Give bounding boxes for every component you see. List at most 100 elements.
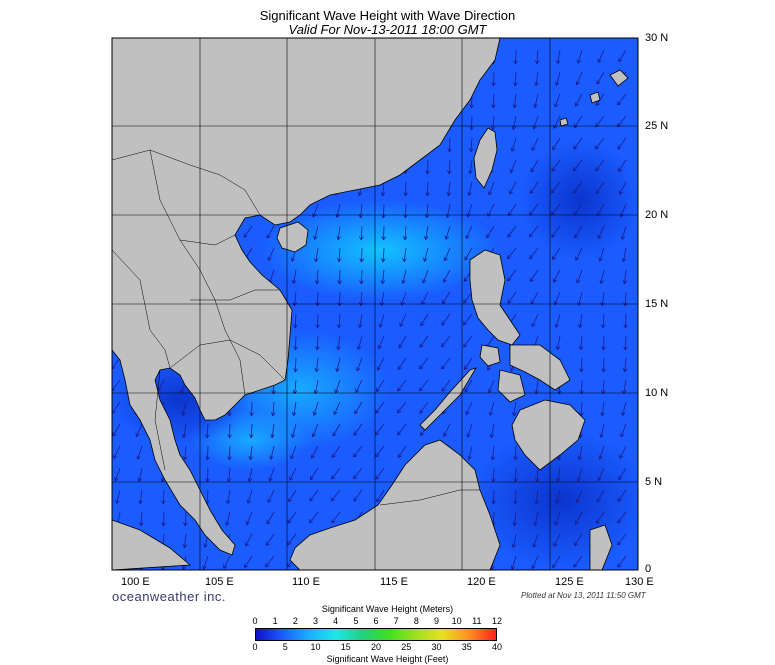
wave-arrow — [551, 159, 561, 172]
wave-arrow — [266, 511, 275, 525]
wave-arrow — [331, 445, 341, 458]
wave-arrow — [556, 467, 561, 483]
wave-arrow — [337, 269, 342, 285]
wave-arrow — [488, 181, 495, 196]
wave-arrow — [463, 291, 473, 304]
wave-arrow — [487, 203, 495, 217]
wave-arrow — [512, 511, 518, 527]
wave-arrow — [291, 401, 297, 417]
wave-arrow — [112, 423, 121, 437]
wave-arrow — [315, 313, 320, 329]
colorbar-tick-meters: 1 — [272, 616, 278, 626]
wave-arrow — [403, 181, 408, 197]
wave-arrow — [204, 423, 210, 439]
wave-arrow — [491, 467, 496, 483]
wave-arrow — [579, 379, 584, 395]
colorbar-tick-feet: 35 — [461, 642, 472, 652]
wave-arrow — [354, 401, 363, 415]
colorbar-tick-meters: 12 — [491, 616, 502, 626]
wave-arrow — [359, 269, 364, 285]
wave-arrow — [441, 313, 451, 326]
wave-arrow — [623, 313, 628, 329]
wave-arrow — [396, 401, 407, 414]
wave-arrow — [381, 247, 386, 263]
wave-arrow — [289, 467, 297, 481]
wave-arrow — [419, 335, 429, 348]
colorbar-tick-meters: 6 — [373, 616, 379, 626]
wave-arrow — [444, 225, 451, 240]
wave-arrow — [115, 489, 121, 504]
wave-arrow — [597, 467, 605, 482]
wave-arrow — [287, 511, 297, 524]
colorbar-tick-feet: 15 — [340, 642, 351, 652]
colorbar-tick-feet: 40 — [491, 642, 502, 652]
wave-arrow — [491, 71, 496, 87]
wave-arrow — [529, 247, 539, 260]
colorbar-tick-meters: 2 — [292, 616, 298, 626]
wave-arrow — [600, 379, 606, 395]
lon-label: 115 E — [380, 576, 408, 588]
wave-arrow — [533, 511, 539, 526]
wave-arrow — [509, 159, 517, 174]
wave-arrow — [553, 533, 561, 547]
wave-arrow — [573, 181, 583, 194]
wave-arrow — [227, 423, 232, 439]
wave-arrow — [357, 313, 363, 329]
graticule — [112, 38, 638, 570]
wave-arrow — [601, 335, 606, 351]
wave-arrow — [486, 225, 495, 239]
wave-arrow — [507, 225, 517, 238]
wave-arrow — [530, 159, 539, 173]
wave-arrow — [463, 335, 473, 348]
wave-arrow — [249, 401, 254, 417]
wave-arrow — [267, 489, 275, 504]
wave-arrow — [555, 71, 561, 86]
wave-arrow — [446, 181, 452, 197]
colorbar-tick-meters: 10 — [451, 616, 462, 626]
wave-arrow — [507, 291, 517, 304]
wave-arrow — [267, 247, 275, 262]
wave-arrow — [402, 225, 408, 241]
wave-arrow — [468, 137, 474, 153]
wave-arrow — [508, 181, 517, 195]
wave-arrow — [443, 247, 451, 262]
wave-arrow — [531, 555, 539, 570]
wave-arrow — [468, 159, 473, 175]
wave-arrow — [181, 401, 187, 416]
wave-arrow — [182, 445, 188, 461]
wave-arrow — [507, 247, 517, 260]
wave-arrow — [441, 291, 451, 305]
wave-arrow — [576, 269, 583, 284]
wave-arrow — [401, 269, 407, 284]
wave-arrow — [533, 93, 539, 108]
lon-label: 105 E — [205, 576, 234, 588]
wave-arrow — [595, 181, 605, 194]
wave-arrow — [621, 401, 627, 416]
wave-arrow — [353, 423, 363, 436]
wave-arrow — [528, 225, 539, 238]
wave-arrow — [335, 357, 341, 372]
wave-arrow — [531, 137, 539, 152]
wave-arrow — [353, 445, 363, 458]
wave-arrow — [311, 423, 319, 438]
wave-arrow — [288, 489, 297, 503]
wave-arrow — [534, 467, 540, 483]
wave-arrow — [312, 401, 319, 416]
wave-arrow — [598, 247, 605, 262]
colorbar-tick-feet: 0 — [252, 642, 258, 652]
lat-label: 15 N — [645, 298, 669, 310]
wave-arrow — [378, 313, 385, 328]
wave-arrow — [314, 357, 320, 373]
wave-arrow — [425, 181, 430, 197]
wave-arrow — [531, 313, 539, 328]
wave-arrow — [136, 445, 143, 460]
wave-arrow — [226, 467, 232, 483]
wave-height-low-zone — [520, 140, 638, 260]
colorbar-tick-meters: 3 — [312, 616, 318, 626]
wave-arrow — [313, 225, 319, 240]
wave-arrow — [244, 533, 253, 547]
lat-label: 0 — [645, 563, 652, 575]
wave-arrow — [161, 489, 166, 505]
wave-arrow — [513, 489, 518, 505]
wave-arrow — [601, 357, 606, 373]
